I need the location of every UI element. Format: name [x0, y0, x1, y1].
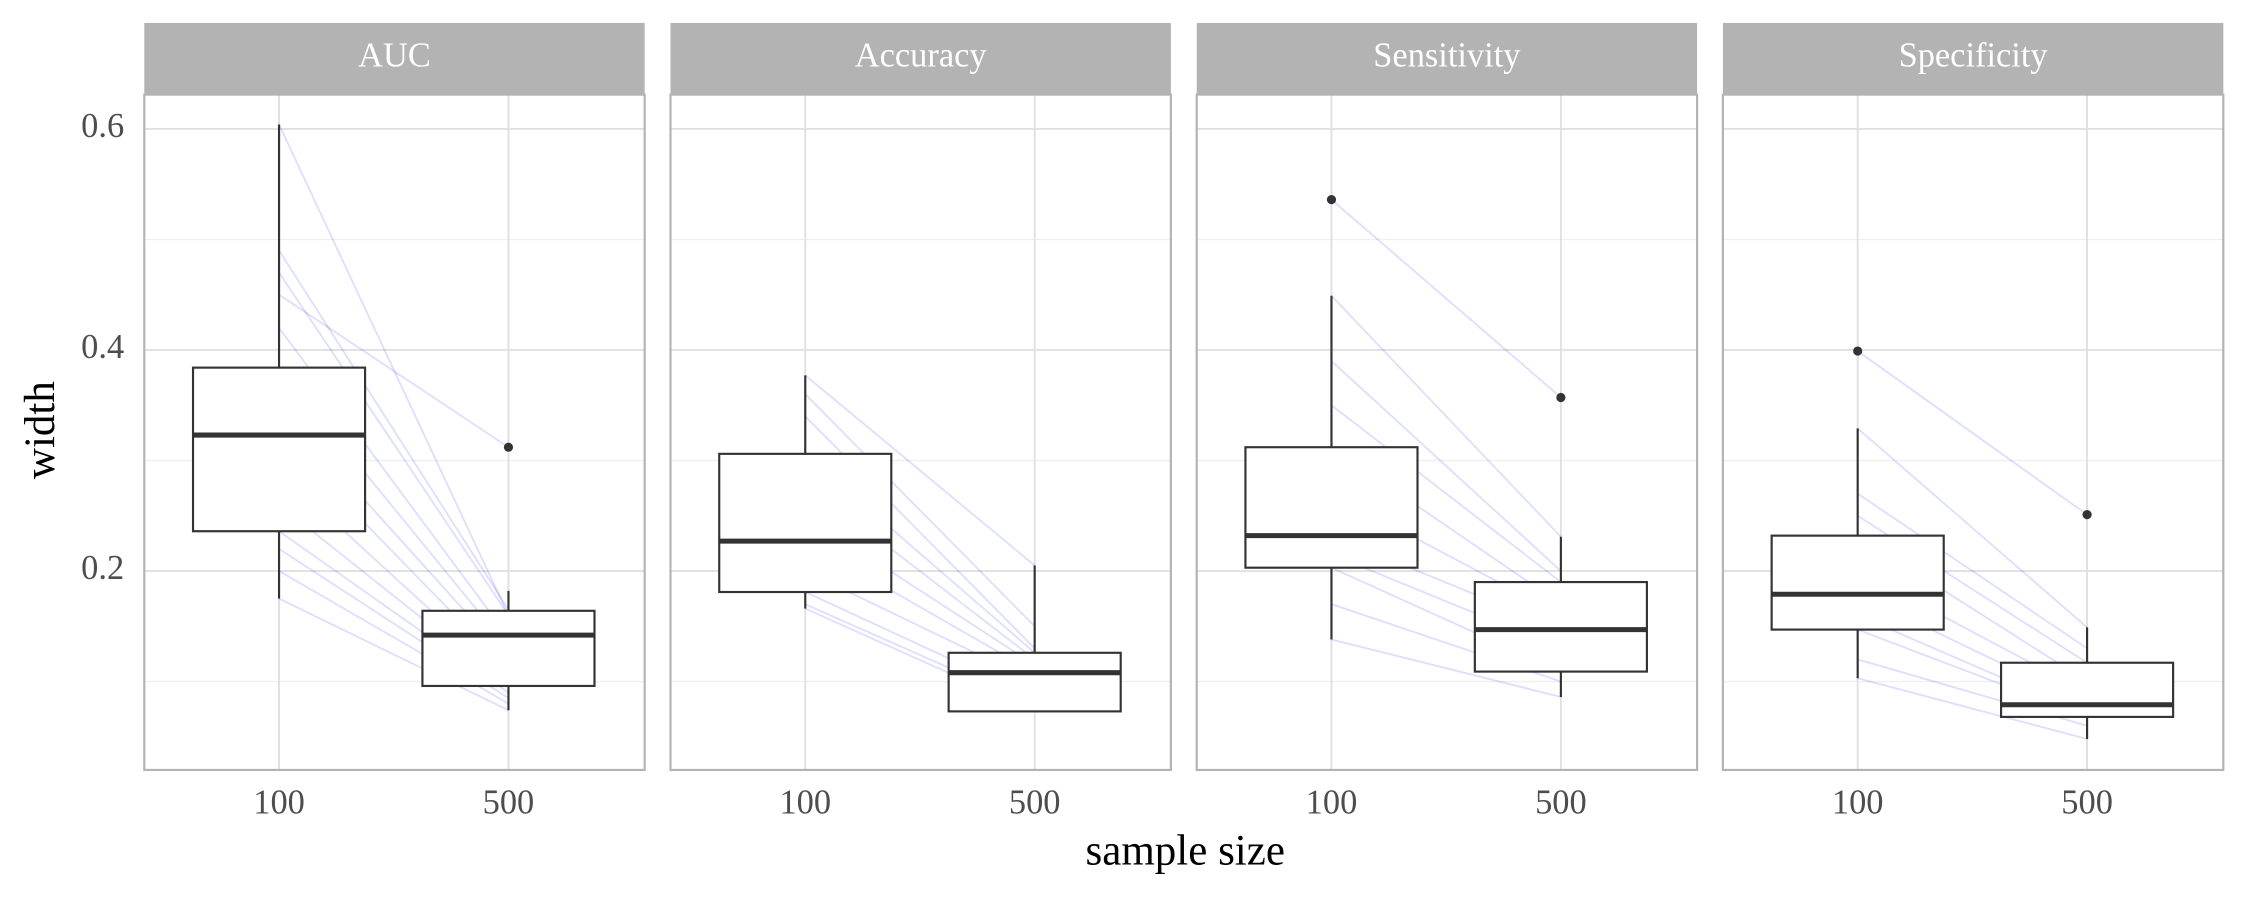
strip-label: AUC: [358, 37, 431, 75]
x-tick-label: 500: [1535, 784, 1587, 822]
pair-line: [1857, 350, 2088, 516]
pair-line: [1857, 677, 2088, 740]
panel-border: [1195, 93, 1699, 772]
strip-label: Specificity: [1899, 37, 2049, 75]
box: [1473, 580, 1648, 673]
x-tick-label: 100: [1832, 784, 1884, 822]
box: [947, 651, 1122, 713]
outlier: [503, 442, 514, 452]
pair-line: [804, 393, 1036, 627]
x-tick-label: 100: [779, 784, 831, 822]
box: [718, 452, 893, 594]
pair-line: [278, 293, 509, 448]
panel-border: [669, 93, 1172, 772]
pair-line: [278, 124, 510, 616]
pair-line: [1331, 638, 1562, 698]
box: [421, 609, 596, 688]
outlier: [1326, 195, 1337, 205]
outlier: [1556, 392, 1566, 403]
box: [1999, 661, 2175, 718]
pair-line: [1857, 492, 2088, 650]
strip-label: Accuracy: [855, 37, 988, 75]
strip: [1196, 22, 1698, 95]
x-tick-label: 100: [1306, 784, 1358, 822]
y-tick-label: 0.4: [81, 328, 124, 366]
strip: [670, 22, 1171, 95]
strip: [144, 22, 645, 95]
y-tick-label: 0.6: [81, 107, 124, 145]
pair-line: [1330, 360, 1562, 572]
pair-line: [278, 272, 510, 616]
y-tick-label: 0.2: [81, 549, 124, 587]
panel-border: [1721, 93, 2225, 772]
pair-line: [278, 249, 510, 611]
box: [191, 366, 367, 533]
pair-line: [804, 374, 1036, 567]
x-tick-label: 500: [483, 784, 535, 822]
strip-label: Sensitivity: [1373, 37, 1521, 75]
pair-line: [1330, 198, 1562, 399]
pair-line: [1330, 404, 1562, 583]
x-axis-title: sample size: [1086, 827, 1285, 874]
y-axis-title: width: [17, 381, 64, 479]
panel-border: [143, 93, 646, 772]
outlier: [1853, 346, 1863, 356]
x-tick-label: 500: [2061, 784, 2113, 822]
pair-line: [278, 597, 509, 712]
outlier: [2082, 510, 2092, 520]
pair-line: [1857, 427, 2088, 629]
x-tick-label: 500: [1009, 784, 1061, 822]
box: [1244, 446, 1419, 569]
x-tick-label: 100: [253, 784, 305, 822]
box: [1770, 534, 1945, 631]
pair-line: [1330, 295, 1562, 538]
strip: [1722, 22, 2224, 95]
